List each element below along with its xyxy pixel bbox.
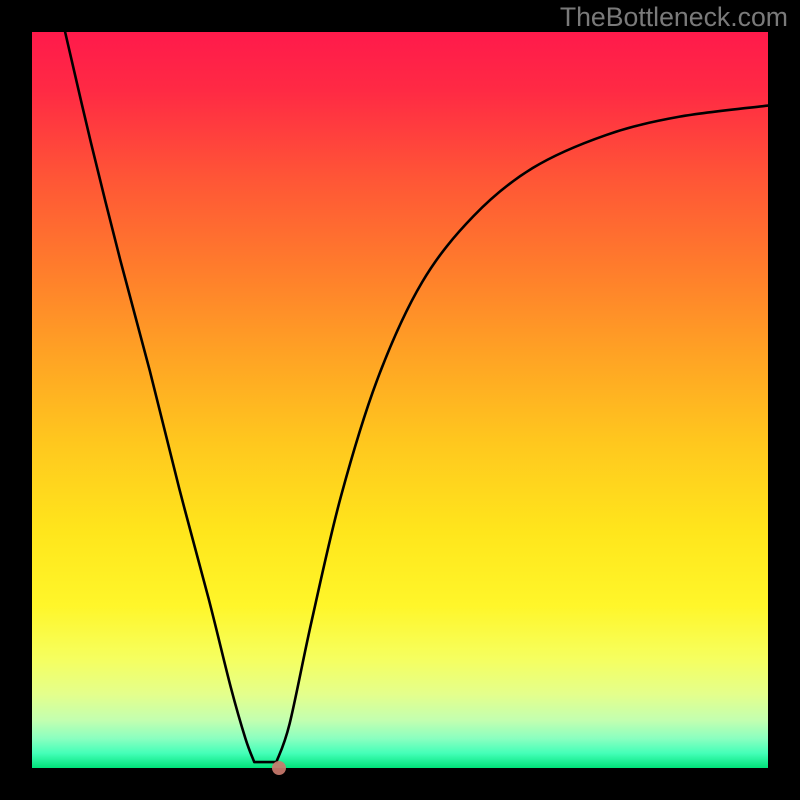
chart-stage: TheBottleneck.com: [0, 0, 800, 800]
current-config-marker: [272, 761, 286, 775]
watermark-text: TheBottleneck.com: [560, 4, 788, 31]
bottleneck-curve: [0, 0, 800, 800]
curve-path: [65, 32, 768, 762]
